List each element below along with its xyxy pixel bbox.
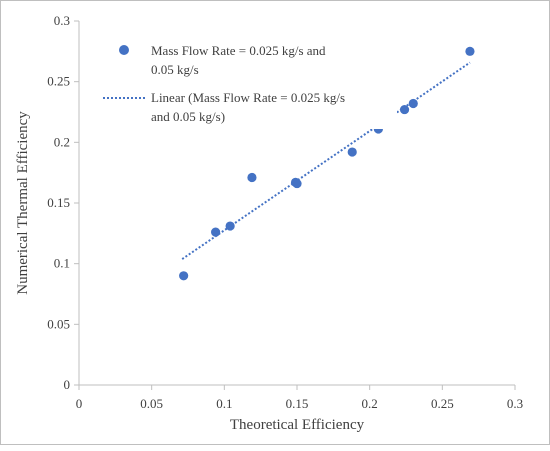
data-point [225,221,235,231]
legend-background [97,33,397,129]
legend-label-trendline-line2: and 0.05 kg/s) [151,109,225,124]
data-point [179,271,189,281]
y-tick-label: 0.15 [47,195,70,210]
axes: 0 0.05 0.1 0.15 0.2 0.25 0.3 0 0.05 0.1 0.15 0.2 0.2… [47,13,523,411]
x-tick-label: 0 [76,396,83,411]
legend-label-scatter-line2: 0.05 kg/s [151,62,199,77]
data-point [399,104,410,115]
data-point [211,227,221,237]
legend-marker-scatter [119,45,129,55]
data-point [465,46,475,56]
legend: Mass Flow Rate = 0.025 kg/s and 0.05 kg/… [97,33,397,129]
x-axis-title: Theoretical Efficiency [230,417,365,433]
data-point [247,172,257,183]
data-point [292,178,302,189]
x-tick-label: 0.15 [286,396,309,411]
data-point [408,98,418,109]
legend-label-scatter-line1: Mass Flow Rate = 0.025 kg/s and [151,43,326,58]
x-tick-label: 0.3 [507,396,523,411]
y-tick-label: 0.2 [54,134,70,149]
x-tick-label: 0.2 [362,396,378,411]
y-tick-label: 0.25 [47,74,70,89]
data-points [179,46,475,281]
y-tick-label: 0 [64,377,71,392]
y-axis-title: Numerical Thermal Efficiency [15,111,31,295]
x-tick-label: 0.25 [431,396,454,411]
y-tick-label: 0.3 [54,13,70,28]
y-tick-label: 0.05 [47,316,70,331]
x-tick-label: 0.05 [140,396,163,411]
x-tick-label: 0.1 [216,396,232,411]
data-point [347,147,357,157]
y-tick-label: 0.1 [54,256,70,271]
legend-label-trendline-line1: Linear (Mass Flow Rate = 0.025 kg/s [151,90,345,105]
